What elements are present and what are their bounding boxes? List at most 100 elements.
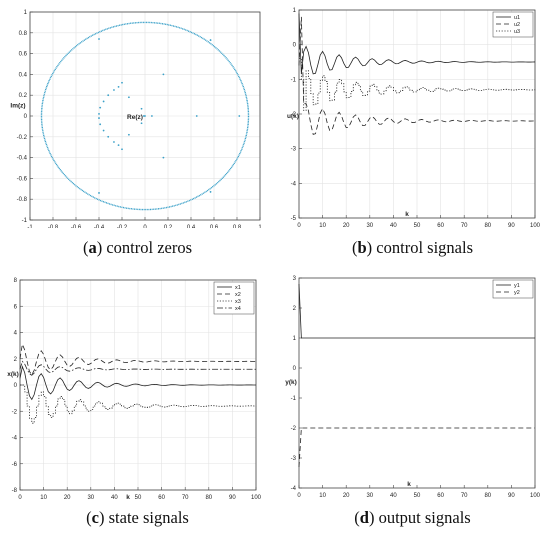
- x-tick-label: 100: [530, 493, 541, 499]
- panel-control-zeros: -1 -0.8 -0.6 -0.4 -0.2 0 0.2 0.4 0.6 0.8 1 -1 -0.8 -0…: [0, 0, 275, 268]
- zero-point: [98, 192, 100, 194]
- zero-point: [98, 38, 100, 40]
- y-tick-label: -4: [291, 181, 297, 187]
- x-axis-label: k: [405, 211, 409, 218]
- legend-label-u2: u2: [514, 22, 520, 28]
- x-axis-label: k: [126, 494, 130, 501]
- zero-point: [99, 106, 102, 109]
- y-axis-label: y(k): [285, 379, 297, 386]
- y-tick-label: -1: [22, 218, 28, 224]
- legend-label-x4: x4: [235, 306, 241, 312]
- zero-point: [238, 115, 241, 117]
- y-tick-label: -3: [291, 147, 297, 153]
- x-tick-label: 100: [251, 495, 262, 501]
- y-tick-label: -5: [291, 216, 297, 222]
- panel-state-signals: 0 10 20 30 40 50 60 70 80 90 100 -8 -6 -4 -2 0 2 4 6 8 k x(k)…: [0, 268, 275, 537]
- y-tick-label: 0: [293, 43, 297, 49]
- series-line-x4: [19, 360, 257, 376]
- zero-point: [99, 123, 102, 126]
- x-tick-label: 60: [158, 495, 165, 501]
- x-tick-label: 0: [297, 493, 301, 499]
- series-line-y2: [298, 427, 535, 468]
- y-tick-label: 0: [24, 114, 28, 120]
- x-tick-label: 1: [258, 225, 262, 228]
- legend-label-u3: u3: [514, 29, 520, 35]
- y-tick-label: -3: [291, 456, 297, 462]
- zero-point: [107, 135, 110, 138]
- x-tick-label: 20: [64, 495, 71, 501]
- y-tick-label: -2: [12, 409, 18, 415]
- x-tick-label: 90: [508, 223, 515, 229]
- x-tick-label: 70: [461, 493, 468, 499]
- zero-point: [195, 115, 198, 117]
- y-tick-label: 3: [293, 276, 297, 282]
- zero-point: [117, 144, 120, 147]
- chart-output-signals: 0 10 20 30 40 50 60 70 80 90 100 -4 -3 -2 -1 0 1 2 3 k y(k) y…: [285, 276, 541, 499]
- chart-state-signals: 0 10 20 30 40 50 60 70 80 90 100 -8 -6 -4 -2 0 2 4 6 8 k x(k)…: [7, 278, 262, 501]
- y-axis-label: x(k): [7, 371, 19, 378]
- panel-control-signals: 0 10 20 30 40 50 60 70 80 90 100 -5 -4 -3 -2 -1 0 1 k u(k) u…: [275, 0, 550, 268]
- x-tick-label: 100: [530, 223, 541, 229]
- zero-point: [209, 191, 212, 193]
- series-line-u2: [298, 16, 536, 135]
- zero-point: [151, 115, 153, 117]
- y-tick-label: 2: [14, 357, 18, 363]
- x-tick-label: 60: [437, 223, 444, 229]
- x-tick-label: 80: [205, 495, 212, 501]
- y-tick-label: -4: [291, 486, 297, 492]
- series-line-u1: [298, 13, 536, 75]
- y-tick-label: -1: [291, 77, 297, 83]
- x-tick-label: 90: [508, 493, 515, 499]
- y-tick-label: 1: [293, 8, 297, 14]
- x-tick-label: 0: [143, 225, 147, 228]
- y-tick-label: -4: [12, 436, 18, 442]
- y-tick-label: -0.8: [17, 197, 28, 203]
- y-tick-label: 0.4: [19, 72, 28, 78]
- plot-frame: [298, 277, 536, 489]
- x-tick-label: 50: [135, 495, 142, 501]
- zero-point: [127, 96, 130, 99]
- y-tick-label: -2: [291, 112, 297, 118]
- y-tick-label: 8: [14, 278, 18, 284]
- zero-point: [107, 94, 110, 97]
- y-tick-label: 1: [293, 336, 297, 342]
- x-tick-label: 80: [484, 493, 491, 499]
- caption-output-signals: (d) output signals: [354, 508, 471, 527]
- y-tick-label: 0: [14, 383, 18, 389]
- y-tick-label: -0.6: [17, 176, 28, 182]
- x-tick-label: -0.2: [117, 225, 128, 228]
- series-line-x3: [20, 384, 257, 424]
- x-tick-label: 70: [461, 223, 468, 229]
- x-tick-label: 60: [437, 493, 444, 499]
- x-tick-label: 30: [87, 495, 94, 501]
- legend-label-y2: y2: [514, 290, 520, 296]
- x-tick-label: 70: [182, 495, 189, 501]
- chart-control-signals: 0 10 20 30 40 50 60 70 80 90 100 -5 -4 -3 -2 -1 0 1 k u(k) u…: [287, 8, 541, 229]
- x-tick-label: 80: [484, 223, 491, 229]
- legend-box: [492, 11, 534, 38]
- x-tick-label: 20: [343, 223, 350, 229]
- x-tick-label: 10: [319, 493, 326, 499]
- zero-point: [140, 107, 143, 110]
- zero-point: [144, 115, 146, 117]
- caption-control-zeros: (a) control zeros: [82, 238, 193, 257]
- caption-state-signals: (c) state signals: [86, 508, 189, 527]
- y-axis-label: Im(z): [10, 103, 25, 110]
- zero-point: [113, 141, 115, 143]
- y-tick-label: -1: [291, 396, 297, 402]
- caption-control-signals: (b) control signals: [351, 238, 473, 257]
- legend-label-y1: y1: [514, 283, 520, 289]
- legend-box: [492, 279, 534, 299]
- series-line-x1: [19, 365, 257, 401]
- zero-point: [113, 89, 115, 91]
- x-tick-label: 0.8: [233, 225, 242, 228]
- zero-point: [162, 73, 165, 76]
- zero-point: [121, 81, 123, 84]
- y-tick-label: -0.2: [17, 135, 28, 141]
- series-line-u3: [299, 58, 536, 111]
- y-tick-label: -6: [12, 462, 18, 468]
- x-tick-label: 0.6: [210, 225, 219, 228]
- y-tick-label: 0.2: [19, 93, 28, 99]
- x-tick-label: 0: [18, 495, 22, 501]
- series-line-y1: [298, 283, 535, 339]
